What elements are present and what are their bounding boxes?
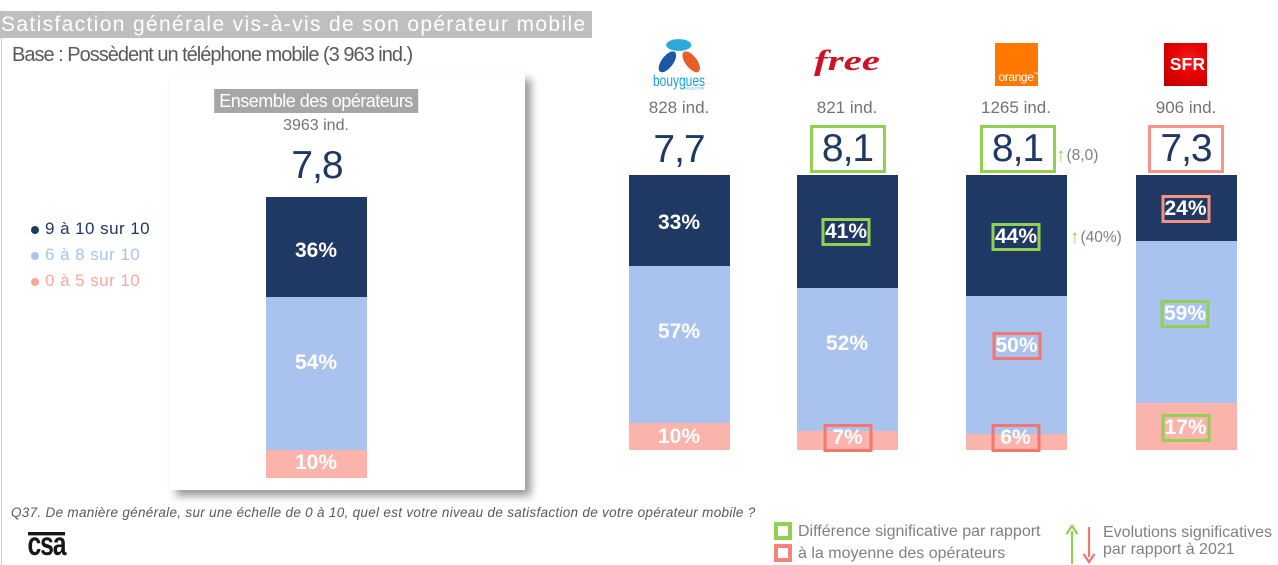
svg-text:csa: csa (28, 531, 68, 559)
svg-text:free: free (814, 46, 880, 77)
svg-text:bouygues: bouygues (653, 73, 705, 90)
svg-text:TELECOM: TELECOM (684, 87, 704, 91)
